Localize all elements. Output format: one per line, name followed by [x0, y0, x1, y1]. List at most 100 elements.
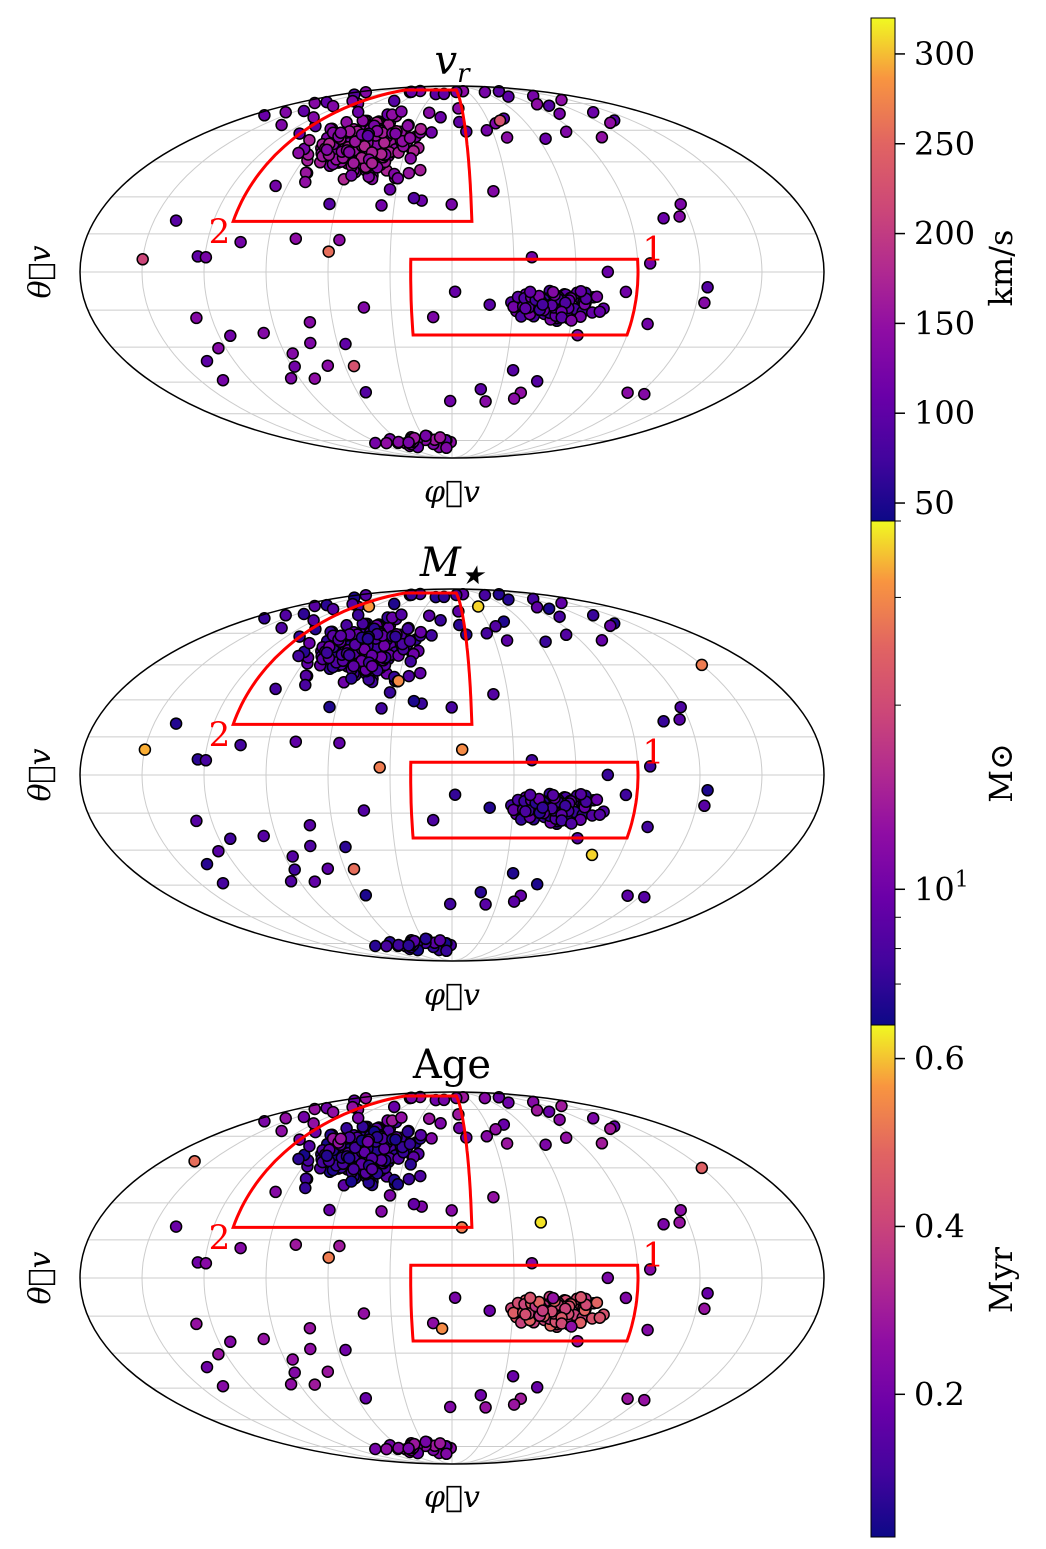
- data-point: [673, 713, 686, 726]
- data-point: [326, 99, 340, 113]
- data-point: [407, 694, 421, 708]
- data-point: [487, 1190, 500, 1204]
- data-point: [674, 197, 687, 211]
- data-point: [590, 1296, 604, 1309]
- data-point: [425, 1132, 438, 1145]
- data-point: [559, 628, 573, 642]
- data-point: [487, 687, 500, 701]
- data-point: [284, 875, 298, 888]
- data-point: [474, 382, 488, 396]
- data-point: [478, 1091, 492, 1105]
- panel-3-xlabel: φ⃗v: [424, 1480, 480, 1515]
- data-point: [478, 85, 492, 99]
- panel-3-title: Age: [412, 1042, 491, 1088]
- data-point: [502, 1096, 515, 1109]
- data-point: [422, 106, 436, 119]
- region-1-label: 1: [642, 230, 664, 270]
- data-point: [321, 862, 335, 875]
- data-point: [224, 1335, 237, 1349]
- data-point: [434, 1117, 447, 1130]
- data-point: [357, 804, 371, 817]
- panel-age: Age 12 φ⃗v θ⃗v: [23, 1042, 825, 1515]
- data-point: [392, 1441, 405, 1455]
- data-point: [334, 1132, 348, 1145]
- data-point: [542, 602, 556, 615]
- data-point: [673, 210, 686, 223]
- data-point: [440, 944, 453, 958]
- colorbar-1-label: km/s: [982, 230, 1020, 307]
- panel-2-map: 12: [79, 587, 825, 962]
- data-point: [212, 341, 225, 355]
- data-point: [638, 890, 651, 904]
- data-point: [190, 1317, 203, 1331]
- data-point: [216, 1379, 230, 1393]
- map-boundary: [79, 1091, 825, 1465]
- data-point: [401, 622, 415, 636]
- data-point: [474, 885, 488, 899]
- data-point: [492, 1091, 506, 1104]
- data-point: [347, 156, 360, 170]
- data-point: [289, 1238, 303, 1251]
- colorbar-tick-label: 50: [914, 484, 955, 522]
- data-point: [359, 889, 373, 902]
- data-point: [574, 285, 588, 298]
- data-point: [530, 1381, 544, 1394]
- region-2-label: 2: [209, 1218, 231, 1258]
- region-1-label: 1: [642, 1236, 664, 1276]
- colorbar-1-ticks: 50 100 150 200 250 300: [895, 35, 975, 522]
- panel-2-xlabel: φ⃗v: [424, 978, 480, 1013]
- data-point: [434, 614, 447, 627]
- data-point: [480, 1130, 494, 1143]
- data-point: [559, 125, 573, 139]
- data-point: [275, 621, 288, 635]
- data-point: [595, 634, 609, 647]
- data-point: [536, 1304, 549, 1317]
- data-point: [440, 1447, 453, 1461]
- data-point: [216, 373, 230, 387]
- panel-1-ylabel: θ⃗v: [23, 245, 58, 298]
- data-point: [190, 814, 203, 828]
- data-point: [414, 122, 428, 136]
- data-point: [483, 1304, 496, 1317]
- data-point: [279, 106, 292, 119]
- data-point: [641, 820, 654, 834]
- data-point: [169, 1220, 183, 1233]
- data-point: [433, 934, 447, 947]
- colorbar-tick-label: 200: [914, 215, 975, 253]
- data-point: [286, 347, 299, 360]
- data-point: [443, 897, 457, 911]
- region-1-outline: [409, 257, 640, 337]
- map-boundary: [79, 588, 825, 962]
- data-point: [641, 317, 654, 331]
- data-point: [701, 784, 714, 797]
- data-point: [443, 394, 457, 408]
- data-point: [308, 1378, 322, 1391]
- data-point: [507, 1398, 521, 1411]
- panel-1-xlabel: φ⃗v: [424, 475, 480, 510]
- data-point: [698, 296, 711, 310]
- data-point: [292, 1152, 305, 1166]
- data-point: [487, 184, 500, 198]
- data-point: [333, 736, 346, 750]
- data-point: [619, 1291, 633, 1305]
- region-2-label: 2: [209, 715, 231, 755]
- data-point: [641, 1323, 654, 1337]
- data-point: [383, 686, 397, 699]
- data-point: [347, 862, 361, 876]
- data-point: [391, 1178, 405, 1191]
- colorbar-tick-label: 100: [914, 394, 975, 432]
- data-point: [402, 166, 416, 180]
- region-1-label: 1: [642, 733, 664, 773]
- data-point: [308, 372, 322, 385]
- data-point: [320, 1149, 334, 1162]
- data-point: [375, 702, 388, 715]
- data-point: [595, 131, 609, 144]
- data-point: [380, 1442, 393, 1456]
- data-point: [619, 285, 633, 299]
- data-point: [391, 172, 405, 185]
- data-point: [479, 395, 492, 408]
- data-point: [506, 866, 520, 880]
- data-point: [404, 152, 417, 165]
- data-point: [387, 94, 401, 108]
- data-point: [299, 678, 312, 692]
